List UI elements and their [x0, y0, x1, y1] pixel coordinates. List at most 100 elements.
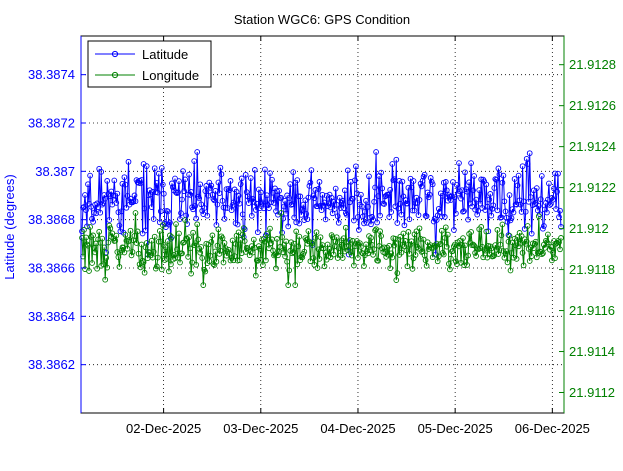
data-point-longitude: [482, 247, 489, 254]
data-point-longitude: [400, 230, 407, 237]
data-point-longitude: [200, 282, 207, 288]
data-point-longitude: [124, 245, 131, 252]
data-point-latitude: [316, 179, 323, 185]
data-point-longitude: [347, 249, 354, 255]
data-point-latitude: [311, 195, 318, 202]
data-point-latitude: [394, 220, 401, 226]
data-point-longitude: [113, 232, 120, 239]
data-point-latitude: [175, 189, 181, 196]
data-point-longitude: [274, 236, 280, 242]
data-point-latitude: [234, 221, 241, 228]
data-point-latitude: [506, 192, 513, 198]
data-point-longitude: [188, 270, 194, 277]
data-point-latitude: [301, 217, 308, 223]
data-point-longitude: [408, 238, 415, 245]
data-point-longitude: [192, 240, 199, 247]
data-point-latitude: [509, 206, 516, 212]
data-point-latitude: [471, 173, 477, 179]
chart-title: Station WGC6: GPS Condition: [234, 12, 410, 27]
data-point-latitude: [368, 221, 374, 228]
data-point-latitude: [119, 180, 126, 187]
data-point-latitude: [410, 178, 417, 184]
data-point-longitude: [121, 249, 128, 256]
data-point-latitude: [335, 219, 342, 226]
data-point-latitude: [371, 198, 377, 205]
data-point-latitude: [397, 200, 404, 207]
data-point-longitude: [511, 235, 518, 242]
data-point-latitude: [115, 209, 122, 216]
data-point-longitude: [406, 250, 413, 257]
data-point-longitude: [176, 230, 182, 237]
data-point-latitude: [388, 209, 395, 215]
data-point-longitude: [238, 250, 245, 257]
data-point-latitude: [552, 170, 558, 177]
data-point-latitude: [344, 167, 351, 174]
data-point-longitude: [206, 258, 213, 264]
data-point-latitude: [197, 181, 204, 188]
data-point-latitude: [153, 180, 160, 186]
data-point-latitude: [333, 201, 340, 208]
data-point-longitude: [275, 252, 281, 259]
legend-marker-latitude: [111, 50, 119, 58]
data-point-latitude: [554, 188, 560, 195]
data-point-latitude: [142, 227, 149, 234]
data-point-latitude: [511, 176, 518, 182]
data-point-longitude: [418, 249, 425, 255]
data-point-longitude: [437, 241, 444, 247]
data-point-longitude: [202, 268, 209, 275]
data-point-longitude: [397, 233, 404, 240]
data-point-longitude: [518, 233, 525, 239]
data-point-longitude: [462, 242, 468, 249]
data-point-latitude: [351, 217, 357, 224]
data-point-latitude: [441, 214, 448, 220]
data-point-longitude: [459, 242, 465, 248]
data-point-longitude: [237, 237, 244, 243]
data-point-longitude: [422, 257, 429, 264]
data-point-latitude: [526, 150, 533, 157]
data-point-latitude: [310, 192, 317, 199]
y-tick-label-right: 21.9122: [569, 180, 616, 195]
data-point-longitude: [189, 259, 195, 266]
data-point-longitude: [499, 221, 506, 228]
data-point-longitude: [404, 263, 411, 270]
data-point-longitude: [429, 254, 436, 261]
data-point-longitude: [542, 245, 548, 251]
data-point-latitude: [415, 212, 422, 218]
data-point-latitude: [132, 198, 139, 205]
data-point-latitude: [340, 205, 347, 211]
data-point-latitude: [137, 180, 144, 187]
data-point-latitude: [295, 193, 302, 200]
data-point-latitude: [174, 190, 180, 197]
data-point-latitude: [314, 203, 321, 210]
data-point-latitude: [514, 182, 521, 189]
data-point-latitude: [221, 216, 228, 222]
data-point-latitude: [399, 178, 406, 185]
data-point-latitude: [322, 216, 329, 223]
data-point-longitude: [363, 241, 369, 248]
data-point-latitude: [419, 177, 426, 184]
data-point-longitude: [236, 257, 243, 264]
data-point-latitude: [490, 202, 497, 209]
data-point-latitude: [505, 232, 512, 238]
plot-area: [81, 36, 564, 413]
data-point-latitude: [524, 161, 531, 167]
data-point-latitude: [164, 207, 170, 214]
data-point-latitude: [426, 191, 433, 198]
data-point-longitude: [104, 264, 111, 271]
data-point-longitude: [112, 237, 119, 244]
data-point-latitude: [459, 187, 465, 194]
data-point-latitude: [499, 179, 506, 186]
data-point-longitude: [173, 221, 179, 227]
data-point-longitude: [169, 234, 175, 240]
data-point-longitude: [501, 254, 508, 261]
data-point-longitude: [107, 225, 114, 232]
data-point-latitude: [472, 206, 478, 213]
data-point-longitude: [174, 246, 180, 253]
data-point-latitude: [177, 216, 183, 222]
data-point-latitude: [528, 230, 535, 237]
data-point-latitude: [446, 192, 452, 199]
data-point-latitude: [268, 199, 274, 206]
data-point-latitude: [319, 191, 326, 198]
data-point-latitude: [167, 219, 173, 226]
data-point-longitude: [371, 246, 377, 253]
